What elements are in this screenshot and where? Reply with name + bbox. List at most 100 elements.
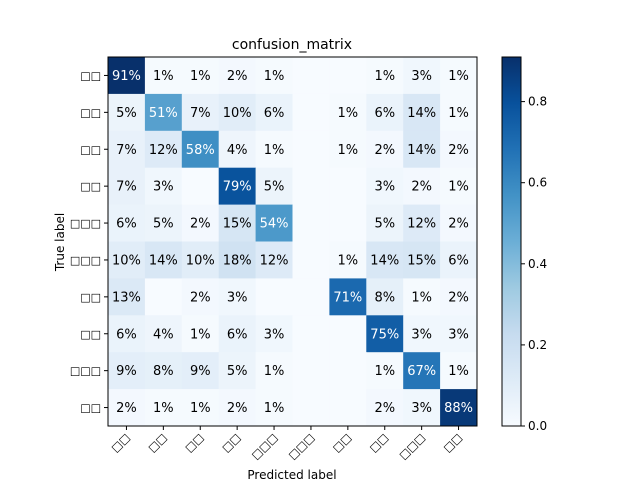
y-tick-label: □□□ bbox=[70, 217, 101, 230]
matrix-cell bbox=[144, 167, 183, 205]
colorbar-tick-label: 0.4 bbox=[528, 257, 547, 271]
matrix-cell bbox=[292, 167, 330, 205]
cell-label: 14% bbox=[407, 106, 436, 121]
cell-label: 10% bbox=[112, 253, 141, 268]
x-axis-ticks: □□ □□ □□ □□ □□□ □□□ □□ □□ □□□ □□ bbox=[109, 426, 465, 462]
cell-label: 91% bbox=[112, 69, 141, 84]
matrix-cell bbox=[255, 389, 293, 427]
matrix-cell bbox=[440, 167, 478, 205]
matrix-cell bbox=[292, 57, 330, 95]
x-tick-label: □□ bbox=[330, 431, 354, 455]
matrix-cell bbox=[440, 204, 478, 242]
cell-label: 1% bbox=[190, 69, 211, 84]
x-tick-label: □□ bbox=[441, 431, 465, 455]
cell-label: 1% bbox=[374, 364, 395, 379]
matrix-cell bbox=[218, 241, 256, 279]
matrix-cell bbox=[440, 93, 478, 132]
cell-label: 1% bbox=[448, 69, 469, 84]
x-tick-label: □□□ bbox=[249, 431, 280, 462]
cell-label: 12% bbox=[407, 217, 436, 232]
matrix-cell bbox=[329, 204, 367, 242]
matrix-cell bbox=[144, 278, 183, 316]
cell-label: 9% bbox=[190, 364, 211, 379]
matrix-cell bbox=[366, 315, 404, 353]
matrix-cell bbox=[403, 315, 441, 353]
colorbar bbox=[501, 56, 522, 427]
x-tick-label: □□ bbox=[367, 431, 391, 455]
cell-label: 2% bbox=[227, 401, 248, 416]
plot-frame bbox=[107, 56, 478, 427]
matrix-cell bbox=[366, 352, 404, 390]
matrix-cell bbox=[181, 352, 220, 390]
y-tick-label: □□ bbox=[80, 106, 101, 119]
cell-label: 3% bbox=[374, 180, 395, 195]
y-tick-label: □□ bbox=[80, 143, 101, 156]
matrix-cell bbox=[292, 352, 330, 390]
y-tick-label: □□ bbox=[80, 69, 101, 82]
cell-label: 6% bbox=[227, 327, 248, 342]
matrix-cell bbox=[403, 93, 441, 132]
cell-label: 1% bbox=[448, 106, 469, 121]
cell-label: 67% bbox=[407, 364, 436, 379]
cell-label: 1% bbox=[338, 106, 359, 121]
matrix-cell bbox=[218, 204, 256, 242]
matrix-cell bbox=[181, 57, 220, 95]
matrix-cell bbox=[144, 315, 183, 353]
cell-label: 2% bbox=[374, 143, 395, 158]
cell-label: 8% bbox=[374, 290, 395, 305]
matrix-cell bbox=[108, 278, 146, 316]
cell-label: 2% bbox=[448, 143, 469, 158]
matrix-cell bbox=[255, 204, 293, 242]
cell-label: 5% bbox=[264, 180, 285, 195]
matrix-cell bbox=[218, 278, 256, 316]
matrix-cell bbox=[255, 130, 293, 169]
cell-label: 7% bbox=[190, 106, 211, 121]
cell-label: 13% bbox=[112, 290, 141, 305]
cell-label: 15% bbox=[407, 253, 436, 268]
cell-label: 3% bbox=[227, 290, 248, 305]
matrix-cell bbox=[218, 167, 256, 205]
matrix-cell bbox=[218, 389, 256, 427]
matrix-cell bbox=[108, 57, 146, 95]
x-axis-label: Predicted label bbox=[247, 468, 336, 480]
matrix-cell bbox=[292, 278, 330, 316]
cell-label: 1% bbox=[448, 180, 469, 195]
cell-label: 8% bbox=[153, 364, 174, 379]
matrix-cell bbox=[108, 93, 146, 132]
cell-label: 3% bbox=[153, 180, 174, 195]
cell-label: 1% bbox=[338, 143, 359, 158]
matrix-cell bbox=[329, 57, 367, 95]
cell-label: 71% bbox=[333, 290, 362, 305]
matrix-cell bbox=[255, 278, 293, 316]
cell-label: 1% bbox=[264, 143, 285, 158]
cell-label: 1% bbox=[264, 364, 285, 379]
matrix-cell bbox=[329, 130, 367, 169]
matrix-cell bbox=[403, 241, 441, 279]
cell-label: 2% bbox=[116, 401, 137, 416]
matrix-cell bbox=[292, 204, 330, 242]
matrix-cell bbox=[292, 315, 330, 353]
matrix-cell bbox=[366, 389, 404, 427]
matrix-cell bbox=[218, 130, 256, 169]
matrix-cell bbox=[144, 204, 183, 242]
matrix-cell bbox=[108, 389, 146, 427]
matrix-cell bbox=[108, 167, 146, 205]
cell-label: 6% bbox=[448, 253, 469, 268]
cell-label: 18% bbox=[223, 253, 252, 268]
cell-label: 14% bbox=[407, 143, 436, 158]
cell-label: 2% bbox=[374, 401, 395, 416]
colorbar-tick-label: 0.0 bbox=[528, 419, 547, 433]
y-axis-label: True label bbox=[53, 213, 67, 272]
colorbar-tick-label: 0.2 bbox=[528, 338, 547, 352]
matrix-cell bbox=[292, 93, 330, 132]
cell-label: 14% bbox=[370, 253, 399, 268]
cell-label: 2% bbox=[411, 180, 432, 195]
matrix-cell bbox=[403, 57, 441, 95]
cell-label: 1% bbox=[190, 401, 211, 416]
matrix-cell bbox=[218, 93, 256, 132]
chart-title: confusion_matrix bbox=[232, 37, 352, 53]
matrix-cell bbox=[329, 278, 367, 316]
matrix-cell bbox=[403, 352, 441, 390]
cell-label: 6% bbox=[116, 217, 137, 232]
